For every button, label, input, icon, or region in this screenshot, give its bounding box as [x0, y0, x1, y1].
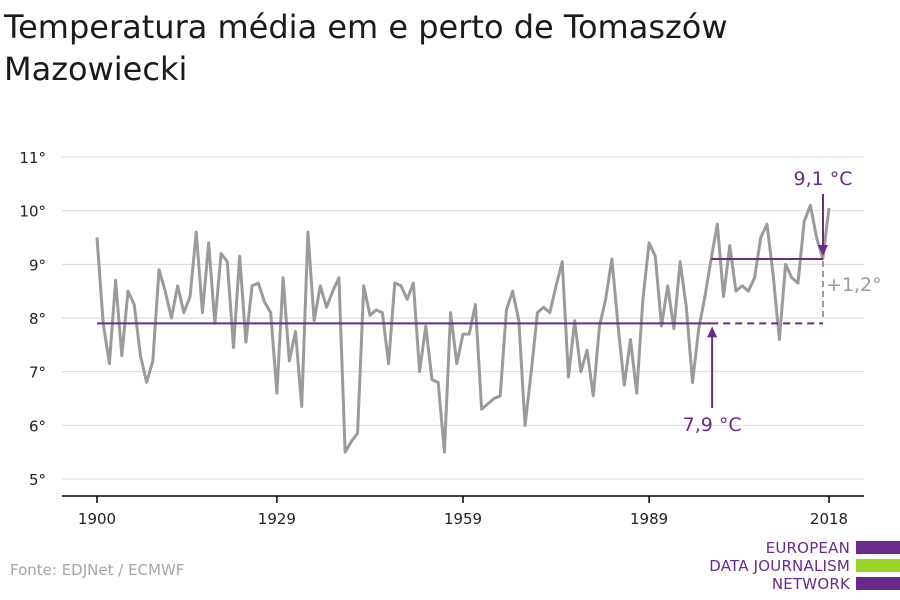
logo-bar-3 — [856, 577, 900, 590]
chart-title: Temperatura média em e perto de Tomaszów… — [4, 8, 728, 88]
y-axis-labels: 5° 6° 7° 8° 9° 10° 11° — [19, 149, 46, 489]
logo-text-line-3: NETWORK — [771, 575, 850, 593]
delta-label: +1,2° — [826, 274, 882, 296]
y-tick-label: 8° — [29, 310, 46, 328]
series-line-temperature — [95, 203, 831, 454]
recent-mean-arrow-head — [818, 244, 828, 256]
source-note: Fonte: EDJNet / ECMWF — [10, 561, 185, 579]
edjnet-logo: EUROPEAN DATA JOURNALISM NETWORK — [640, 539, 900, 595]
logo-text-line-1: EUROPEAN — [765, 539, 850, 557]
y-tick-label: 10° — [19, 203, 46, 221]
y-tick-label: 5° — [29, 471, 46, 489]
y-tick-label: 11° — [19, 149, 46, 167]
x-axis-ticks: 1900 1929 1959 1989 2018 — [78, 496, 848, 528]
x-tick-label: 2018 — [810, 510, 848, 528]
logo-text-line-2: DATA JOURNALISM — [709, 557, 850, 575]
grid-lines — [62, 156, 864, 480]
x-tick-label: 1959 — [444, 510, 482, 528]
baseline-arrow-head — [707, 326, 718, 338]
baseline-mean-label: 7,9 °C — [683, 414, 742, 436]
recent-mean-label: 9,1 °C — [793, 168, 852, 190]
logo-bar-2 — [856, 559, 900, 572]
annotations: 9,1 °C 7,9 °C +1,2° — [683, 168, 882, 436]
x-tick-label: 1929 — [258, 510, 296, 528]
x-tick-label: 1989 — [630, 510, 668, 528]
y-tick-label: 7° — [29, 364, 46, 382]
y-tick-label: 6° — [29, 417, 46, 435]
x-tick-label: 1900 — [78, 510, 116, 528]
y-tick-label: 9° — [29, 256, 46, 274]
reference-lines — [97, 257, 824, 325]
logo-bar-1 — [856, 541, 900, 554]
